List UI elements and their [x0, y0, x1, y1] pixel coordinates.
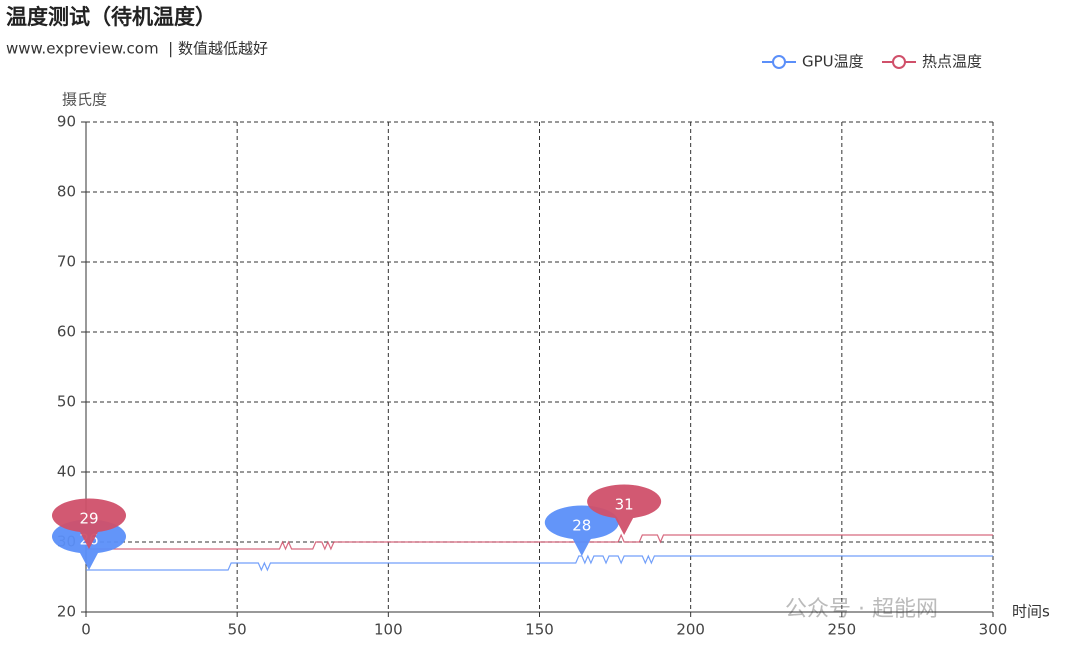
x-tick-label: 250 [828, 621, 857, 639]
chart-subtitle: www.expreview.com | 数值越低越好 [6, 40, 268, 58]
y-tick-label: 90 [57, 113, 76, 131]
x-axis-label: 时间s [1012, 603, 1050, 621]
chart-title: 温度测试（待机温度） [6, 5, 216, 29]
y-tick-label: 80 [57, 183, 76, 201]
y-tick-label: 60 [57, 323, 76, 341]
series-line [86, 554, 993, 572]
mark-pin [587, 484, 662, 535]
mark-label: 29 [79, 510, 98, 528]
legend-marker [892, 55, 906, 69]
x-tick-label: 300 [979, 621, 1008, 639]
legend-label: 热点温度 [922, 53, 982, 71]
mark-pin [52, 498, 127, 549]
y-tick-label: 70 [57, 253, 76, 271]
y-axis-label: 摄氏度 [62, 91, 107, 109]
y-tick-label: 40 [57, 463, 76, 481]
watermark: 公众号 · 超能网 [785, 597, 938, 622]
x-tick-label: 50 [228, 621, 247, 639]
mark-label: 31 [615, 496, 634, 514]
y-tick-label: 50 [57, 393, 76, 411]
mark-pin [544, 505, 619, 556]
x-tick-label: 0 [81, 621, 91, 639]
x-tick-label: 100 [374, 621, 403, 639]
x-tick-label: 200 [676, 621, 705, 639]
mark-label: 28 [572, 517, 591, 535]
x-tick-label: 150 [525, 621, 554, 639]
legend-marker [772, 55, 786, 69]
y-tick-label: 20 [57, 603, 76, 621]
legend-label: GPU温度 [802, 53, 864, 71]
